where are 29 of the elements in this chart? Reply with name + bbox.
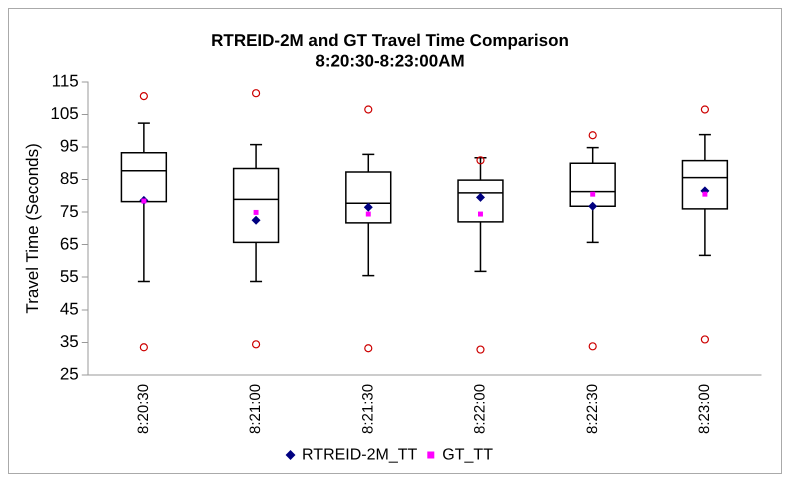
point [252, 216, 261, 225]
y-tick-label: 25 [60, 364, 79, 384]
point [254, 210, 259, 215]
point [366, 212, 371, 217]
y-tick-label: 95 [60, 136, 79, 156]
point [364, 202, 373, 212]
point [702, 192, 708, 197]
point [476, 192, 485, 202]
point [590, 192, 596, 197]
y-tick-label: 55 [60, 266, 79, 286]
point [478, 212, 483, 217]
y-axis-title: Travel Time (Seconds) [22, 143, 42, 314]
y-tick-label: 65 [60, 234, 79, 254]
point [588, 202, 598, 211]
x-tick-label: 8:22:30 [584, 384, 601, 434]
chart-title: RTREID-2M and GT Travel Time Comparison 8:20:30-8:23:00AM [211, 30, 569, 70]
legend-label: RTREID-2M_TT [302, 446, 418, 464]
y-tick-label: 45 [60, 299, 79, 318]
x-tick-label: 8:22:00 [472, 384, 489, 434]
y-tick-label: 35 [60, 332, 79, 352]
y-tick-label: 75 [60, 202, 79, 221]
y-tick-label: 115 [52, 71, 79, 90]
x-tick-label: 8:23:00 [696, 384, 714, 434]
y-tick-label: 85 [60, 169, 79, 188]
legend-label: GT_TT [442, 446, 494, 464]
x-tick-label: 8:21:00 [247, 384, 264, 434]
y-tick-label: 105 [50, 104, 79, 124]
x-tick-label: 8:20:30 [135, 384, 152, 434]
x-tick-label: 8:21:30 [359, 384, 376, 434]
